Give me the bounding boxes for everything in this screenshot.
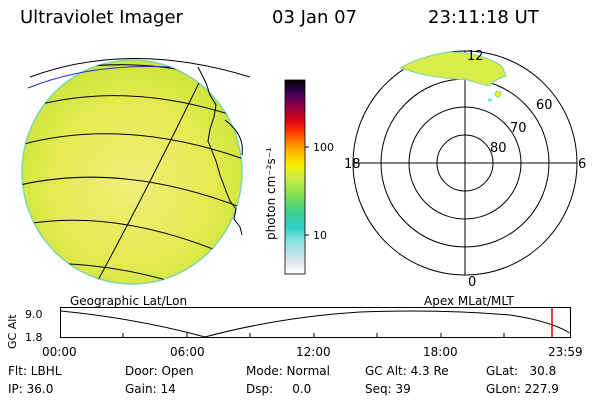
gc-altitude-readout: GC Alt: 4.3 Re — [365, 364, 449, 378]
door-readout: Door: Open — [125, 364, 194, 378]
mlat-label-60: 60 — [536, 98, 553, 113]
geographic-image[interactable] — [20, 55, 270, 285]
mlat-label-80: 80 — [490, 141, 507, 156]
altitude-ylabel: GC Alt — [6, 314, 19, 349]
gain-readout: Gain: 14 — [125, 382, 176, 396]
terminator-line — [27, 65, 171, 89]
altitude-xtick-1800: 18:00 — [423, 345, 458, 359]
app-title: Ultraviolet Imager — [20, 7, 183, 28]
mlt-label-18: 18 — [344, 157, 361, 172]
header-time: 23:11:18 UT — [428, 7, 539, 28]
longitude-line — [89, 60, 211, 284]
polar-image[interactable]: 12 18 6 0 60 70 80 — [340, 48, 590, 290]
mode-readout: Mode: Normal — [246, 364, 330, 378]
colorbar: 100 10 — [284, 79, 334, 275]
latitude-line — [22, 176, 242, 216]
mlt-label-12: 12 — [467, 49, 484, 64]
aurora-patch — [398, 51, 507, 87]
mlat-label-70: 70 — [510, 121, 527, 136]
mlt-label-6: 6 — [578, 157, 586, 172]
latitude-line — [29, 58, 251, 78]
aurora-spot — [488, 98, 492, 102]
left-panel-caption: Geographic Lat/Lon — [70, 294, 188, 308]
earth-disk — [21, 59, 243, 285]
sequence-readout: Seq: 39 — [365, 382, 411, 396]
glat-readout: GLat: 30.8 — [486, 364, 557, 378]
filter-readout: Flt: LBHL — [8, 364, 62, 378]
colorbar-gradient — [284, 79, 306, 275]
altitude-xtick-2359: 23:59 — [548, 345, 583, 359]
altitude-plot-frame — [60, 307, 571, 338]
right-panel-caption: Apex MLat/MLT — [424, 294, 514, 308]
coastline — [197, 66, 243, 236]
altitude-ytick-bottom: 1.8 — [25, 331, 43, 344]
mlt-label-0: 0 — [468, 275, 476, 290]
altitude-xtick-1200: 12:00 — [296, 345, 331, 359]
latitude-line — [224, 119, 243, 156]
aurora-spot — [494, 90, 502, 98]
dsp-readout: Dsp: 0.0 — [246, 382, 312, 396]
colorbar-tick-10: 10 — [313, 229, 327, 242]
altitude-plot[interactable] — [60, 307, 572, 339]
latitude-line — [22, 133, 242, 166]
altitude-xtick-0600: 06:00 — [170, 345, 205, 359]
glon-readout: GLon: 227.9 — [486, 382, 559, 396]
altitude-ytick-top: 9.0 — [25, 308, 43, 321]
header-date: 03 Jan 07 — [272, 7, 357, 28]
colorbar-unit-label: photon cm⁻²s⁻¹ — [264, 147, 278, 240]
ip-readout: IP: 36.0 — [8, 382, 54, 396]
colorbar-tick-100: 100 — [313, 141, 334, 154]
altitude-curve — [60, 310, 571, 338]
altitude-xtick-0000: 00:00 — [42, 345, 77, 359]
